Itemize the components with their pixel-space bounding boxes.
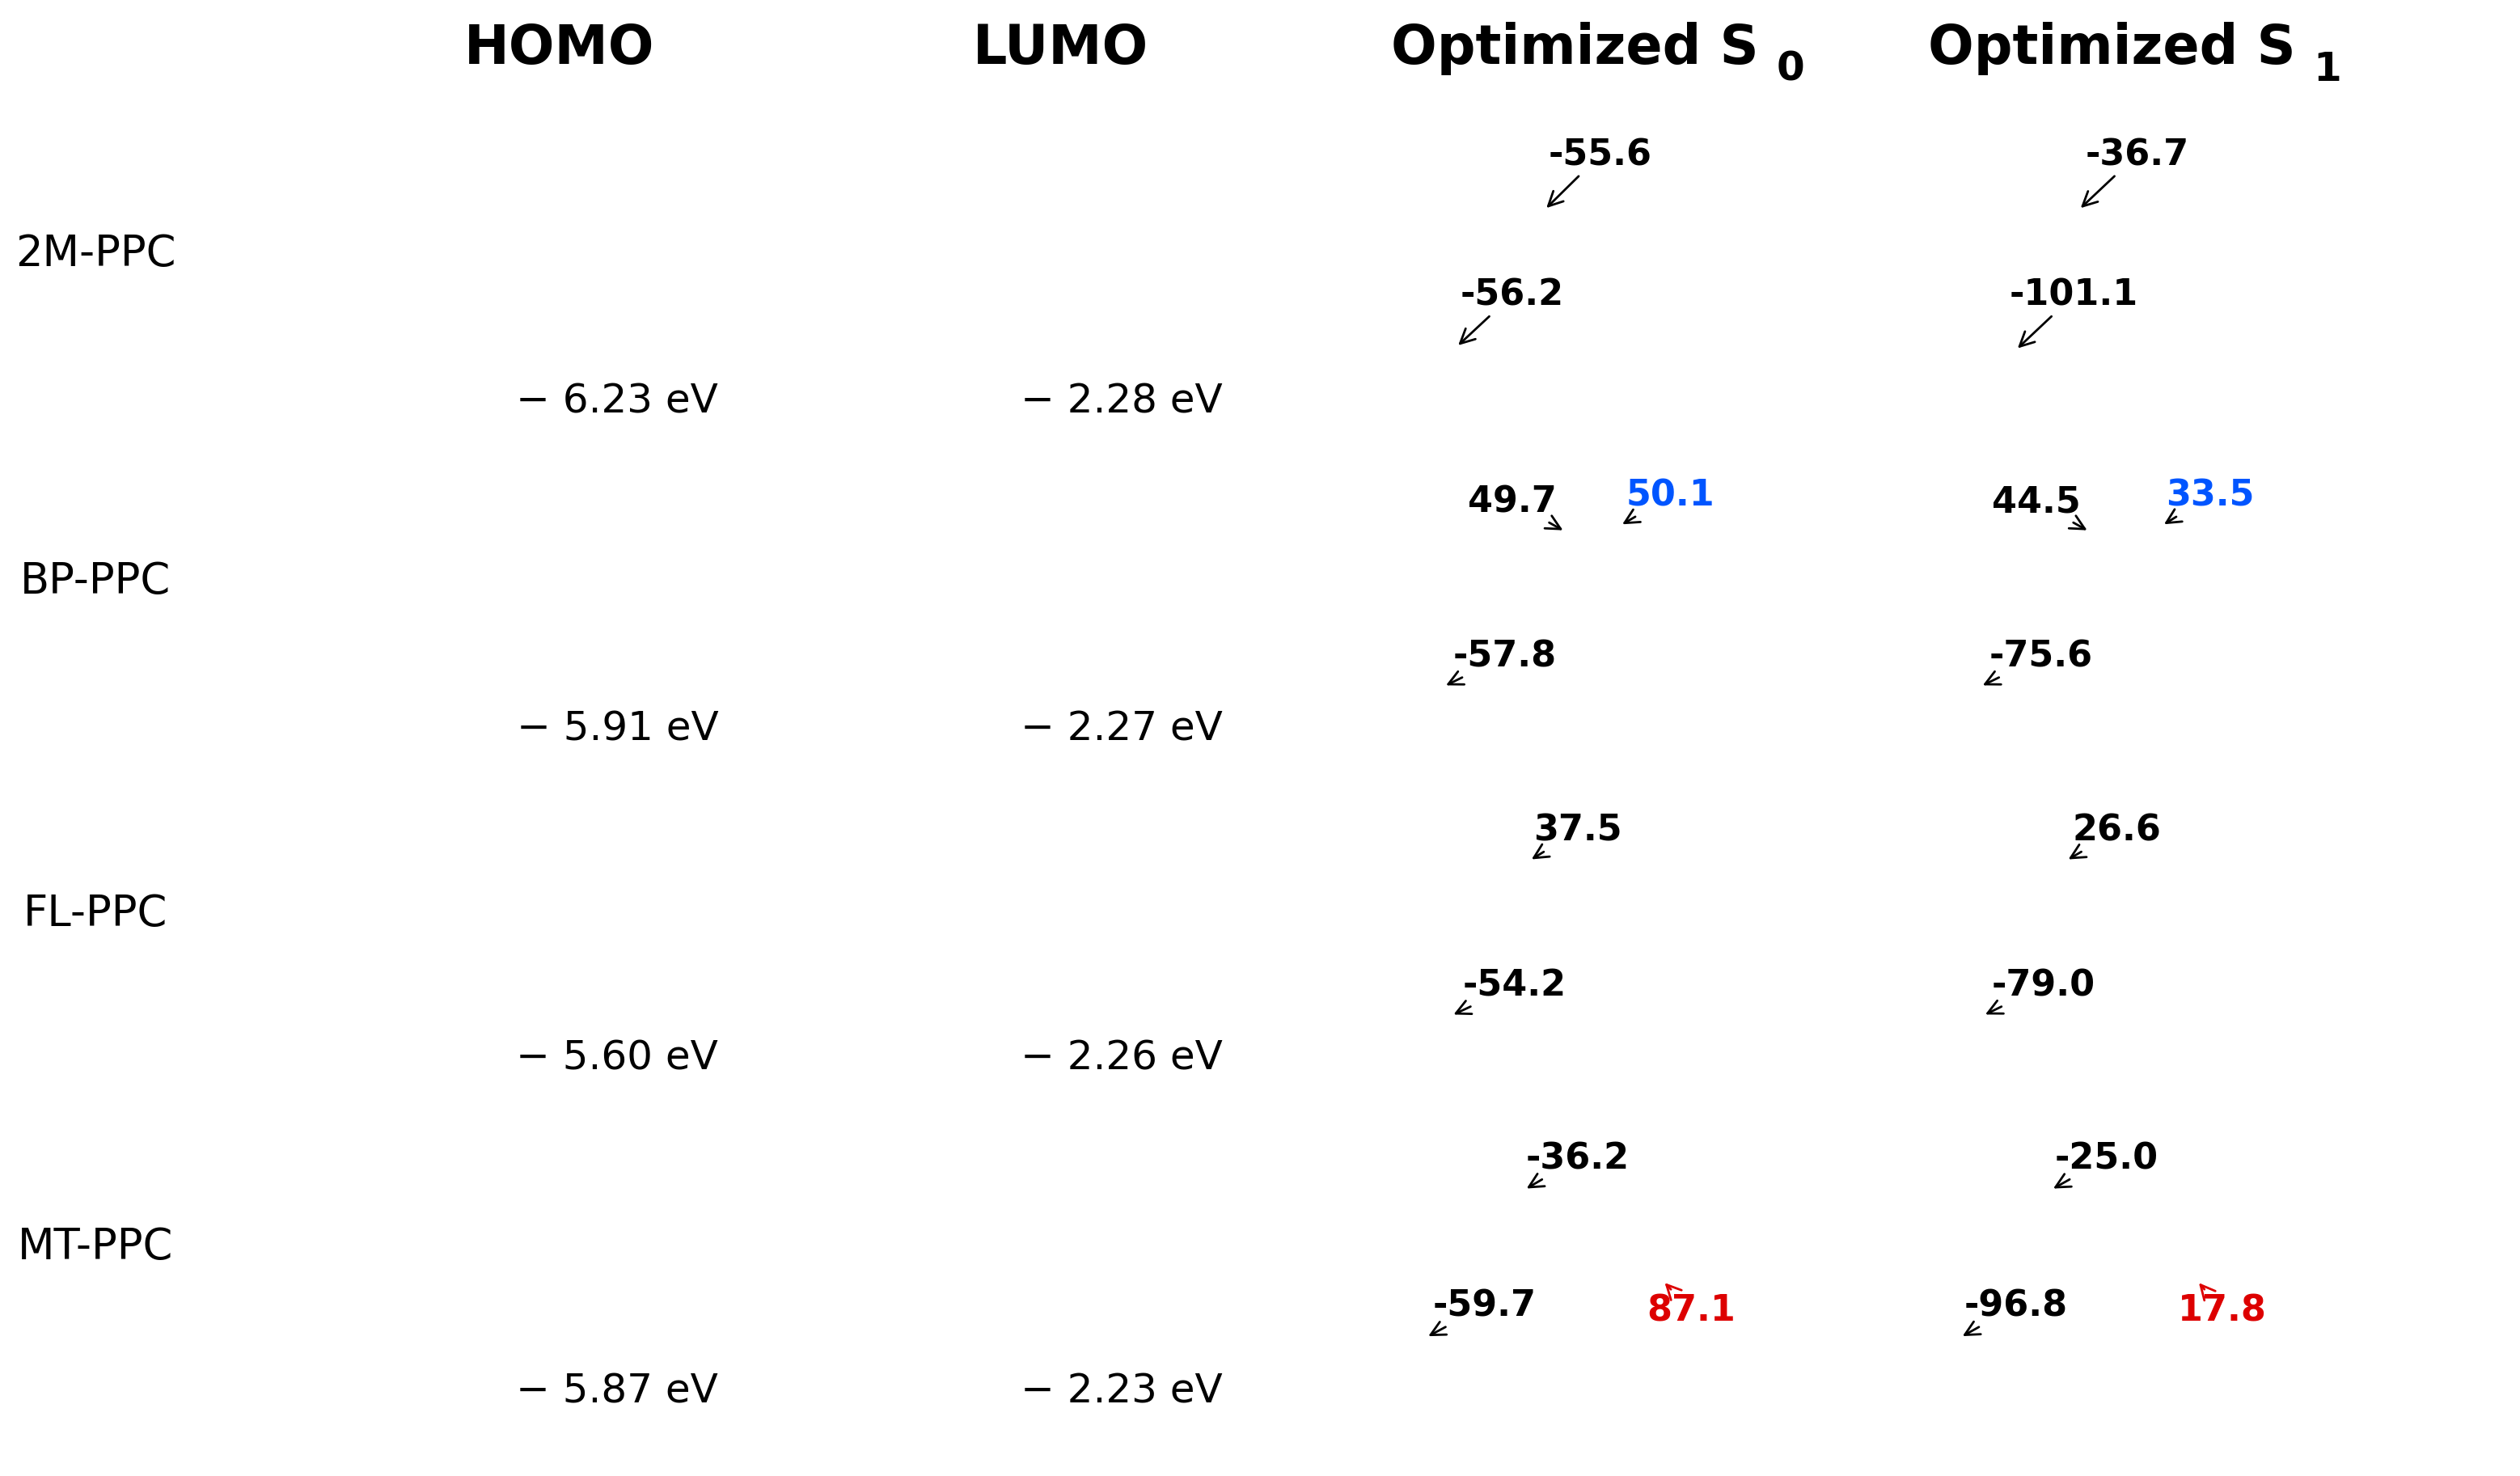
Text: FL-PPC: FL-PPC <box>23 893 169 934</box>
Text: − 2.27 eV: − 2.27 eV <box>1021 710 1222 748</box>
Text: BP-PPC: BP-PPC <box>20 561 171 602</box>
Text: 1: 1 <box>2313 50 2341 89</box>
Text: -79.0: -79.0 <box>1988 968 2097 1014</box>
Text: 37.5: 37.5 <box>1532 813 1623 858</box>
Text: − 6.23 eV: − 6.23 eV <box>517 382 718 421</box>
Text: MT-PPC: MT-PPC <box>18 1227 174 1268</box>
Text: -54.2: -54.2 <box>1457 968 1567 1014</box>
Text: 87.1: 87.1 <box>1646 1284 1736 1328</box>
Text: 49.7: 49.7 <box>1467 484 1560 528</box>
Text: − 2.23 eV: − 2.23 eV <box>1021 1373 1222 1411</box>
Text: -96.8: -96.8 <box>1963 1289 2069 1334</box>
Text: -75.6: -75.6 <box>1986 639 2094 685</box>
Text: 0: 0 <box>1777 50 1804 89</box>
Text: -101.1: -101.1 <box>2008 277 2139 347</box>
Text: LUMO: LUMO <box>973 22 1149 75</box>
Text: Optimized S: Optimized S <box>1391 22 1759 75</box>
Text: 50.1: 50.1 <box>1625 478 1716 523</box>
Text: -25.0: -25.0 <box>2054 1141 2160 1187</box>
Text: Optimized S: Optimized S <box>1928 22 2296 75</box>
Text: -55.6: -55.6 <box>1547 137 1653 207</box>
Text: HOMO: HOMO <box>464 22 655 75</box>
Text: − 5.60 eV: − 5.60 eV <box>517 1039 718 1077</box>
Text: -59.7: -59.7 <box>1431 1289 1537 1334</box>
Text: 33.5: 33.5 <box>2165 478 2255 523</box>
Text: − 5.91 eV: − 5.91 eV <box>517 710 718 748</box>
Text: 26.6: 26.6 <box>2071 813 2162 858</box>
Text: -57.8: -57.8 <box>1449 639 1557 685</box>
Text: 17.8: 17.8 <box>2177 1284 2268 1328</box>
Text: − 5.87 eV: − 5.87 eV <box>517 1373 718 1411</box>
Text: -56.2: -56.2 <box>1459 277 1565 344</box>
Text: − 2.26 eV: − 2.26 eV <box>1021 1039 1222 1077</box>
Text: -36.2: -36.2 <box>1525 1141 1630 1187</box>
Text: − 2.28 eV: − 2.28 eV <box>1021 382 1222 421</box>
Text: -36.7: -36.7 <box>2082 137 2190 207</box>
Text: 44.5: 44.5 <box>1991 484 2084 528</box>
Text: 2M-PPC: 2M-PPC <box>15 233 176 275</box>
